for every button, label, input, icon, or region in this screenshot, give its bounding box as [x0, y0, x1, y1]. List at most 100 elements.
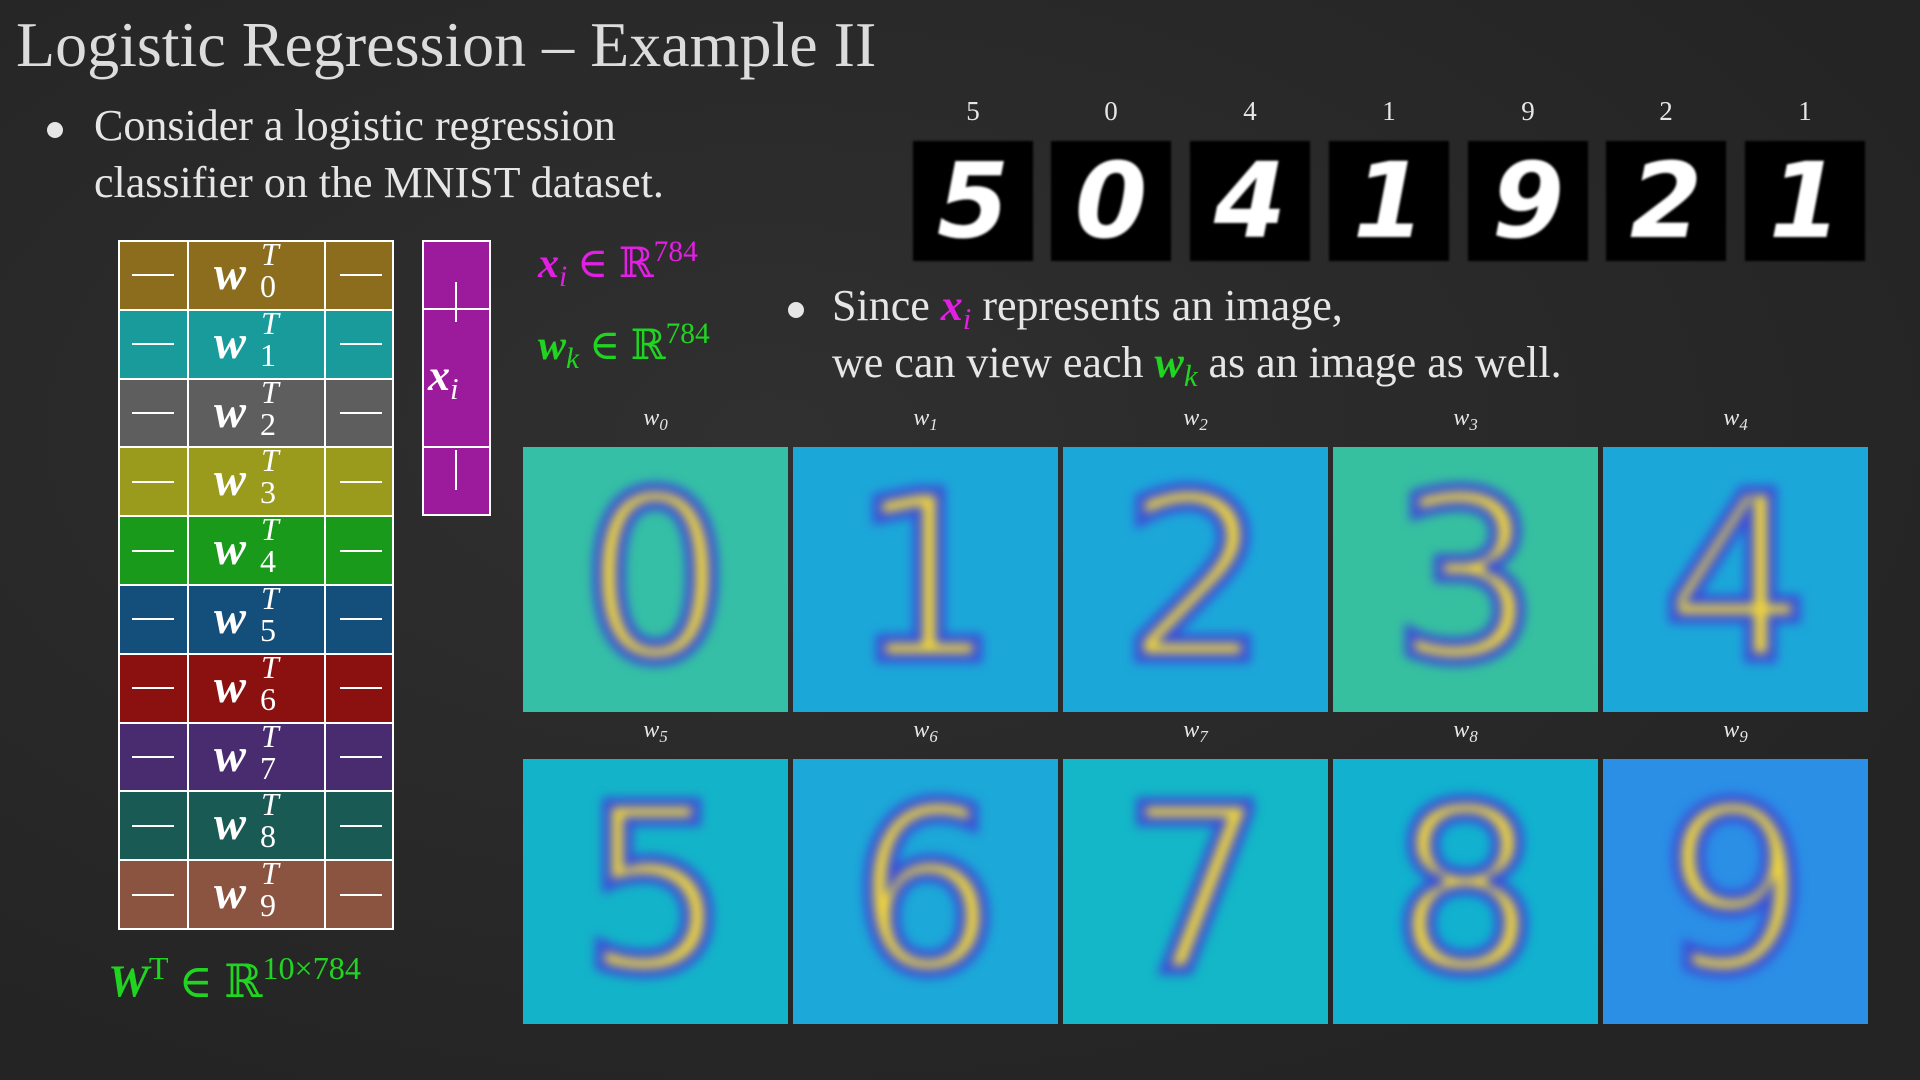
weight-image: 5	[523, 759, 788, 1024]
row-label: w	[214, 315, 246, 370]
math-var: w	[214, 659, 247, 713]
bullet-line: Since xi represents an image,	[832, 280, 1343, 337]
subscript: 5	[659, 727, 668, 747]
matrix-cell	[187, 790, 326, 862]
subscript: i	[962, 302, 972, 337]
math-var: w	[913, 405, 930, 431]
row-dash	[132, 412, 174, 414]
sample-image: 0	[1051, 141, 1171, 261]
math-var: x	[538, 241, 559, 288]
weight-pattern: 3	[1387, 447, 1543, 712]
math-var: w	[214, 315, 247, 369]
math-var: w	[214, 453, 247, 507]
vector-rule	[455, 282, 457, 322]
weight-image: 9	[1603, 759, 1868, 1024]
subscript: i	[450, 372, 459, 407]
row-label: w	[214, 590, 246, 645]
row-dash	[132, 756, 174, 758]
row-dash	[132, 618, 174, 621]
weight-pattern: 8	[1387, 759, 1543, 1024]
subscript: 5	[260, 612, 276, 648]
digit: 0	[1074, 141, 1148, 261]
row-dash	[340, 480, 382, 483]
panel-title: w1	[793, 405, 1058, 435]
matrix-cell	[187, 240, 326, 311]
row-label: w	[214, 865, 246, 920]
digit: 1	[1768, 141, 1842, 261]
formula: wk ∈ ℝ784	[538, 318, 710, 376]
formula: xi ∈ ℝ784	[538, 236, 698, 294]
subscript: 0	[260, 268, 276, 304]
math-var: W	[108, 955, 149, 1007]
row-label: w	[214, 452, 246, 507]
subscript: 2	[1199, 415, 1208, 435]
math-var: w	[214, 522, 247, 576]
matrix-cell	[187, 308, 326, 380]
panel-title: w4	[1603, 405, 1868, 435]
superscript: T	[261, 855, 279, 892]
row-dash	[340, 756, 382, 758]
row-label: w	[214, 659, 246, 714]
weight-pattern: 9	[1657, 759, 1813, 1024]
sample-image: 9	[1468, 141, 1588, 261]
subscript: 7	[260, 749, 276, 786]
sample-label: 2	[1659, 96, 1673, 126]
row-dash	[340, 687, 382, 690]
weight-image: 0	[523, 447, 788, 712]
row-dash	[132, 893, 174, 896]
digit: 1	[1352, 141, 1426, 261]
weight-pattern: 0	[577, 447, 733, 712]
math-var: w	[1723, 717, 1740, 743]
sample-label: 9	[1521, 96, 1535, 126]
sample-image: 1	[1329, 141, 1449, 261]
subscript: 1	[260, 336, 276, 373]
subscript: 8	[260, 818, 276, 855]
sample-label: 0	[1104, 96, 1118, 126]
superscript: 784	[653, 236, 698, 268]
subscript: 6	[929, 727, 938, 747]
bullet-line: Consider a logistic regression	[94, 101, 616, 150]
row-dash	[132, 824, 174, 827]
bullet-dot	[788, 302, 804, 318]
superscript: T	[261, 236, 279, 272]
sample-image: 1	[1745, 141, 1865, 261]
row-label: w	[214, 796, 246, 851]
math-var: w	[538, 323, 567, 370]
superscript: T	[261, 786, 279, 823]
matrix-cell	[187, 377, 326, 449]
text: we can view each	[832, 338, 1155, 387]
digit: 9	[1491, 141, 1565, 261]
matrix-cell	[187, 446, 326, 518]
subscript: 3	[260, 474, 276, 511]
math-var: x	[428, 351, 450, 400]
math-var: w	[1183, 717, 1200, 743]
vector-rule	[422, 308, 491, 310]
subscript: 4	[1739, 415, 1748, 435]
matrix-cell	[187, 515, 326, 586]
weight-pattern: 6	[847, 759, 1003, 1024]
weight-pattern: 1	[847, 447, 1003, 712]
matrix-cell	[187, 584, 326, 655]
text: represents an image,	[971, 281, 1343, 330]
superscript: T	[261, 580, 279, 616]
math-var: w	[643, 717, 660, 743]
panel-title: w7	[1063, 717, 1328, 747]
subscript: 9	[260, 887, 276, 924]
row-label: w	[214, 728, 246, 783]
formula: WT ∈ ℝ10×784	[108, 950, 361, 1008]
digit: 5	[936, 141, 1010, 261]
panel-title: w9	[1603, 717, 1868, 747]
math-var: w	[214, 866, 247, 920]
matrix-cell	[187, 652, 326, 724]
weight-pattern: 5	[577, 759, 733, 1024]
row-dash	[132, 687, 174, 690]
weight-pattern: 4	[1657, 447, 1813, 712]
row-dash	[340, 274, 382, 277]
superscript: T	[261, 304, 279, 341]
subscript: 1	[929, 415, 938, 435]
superscript: T	[261, 373, 279, 410]
weight-image: 2	[1063, 447, 1328, 712]
row-dash	[340, 893, 382, 896]
math-var: w	[1453, 717, 1470, 743]
row-dash	[132, 274, 174, 277]
